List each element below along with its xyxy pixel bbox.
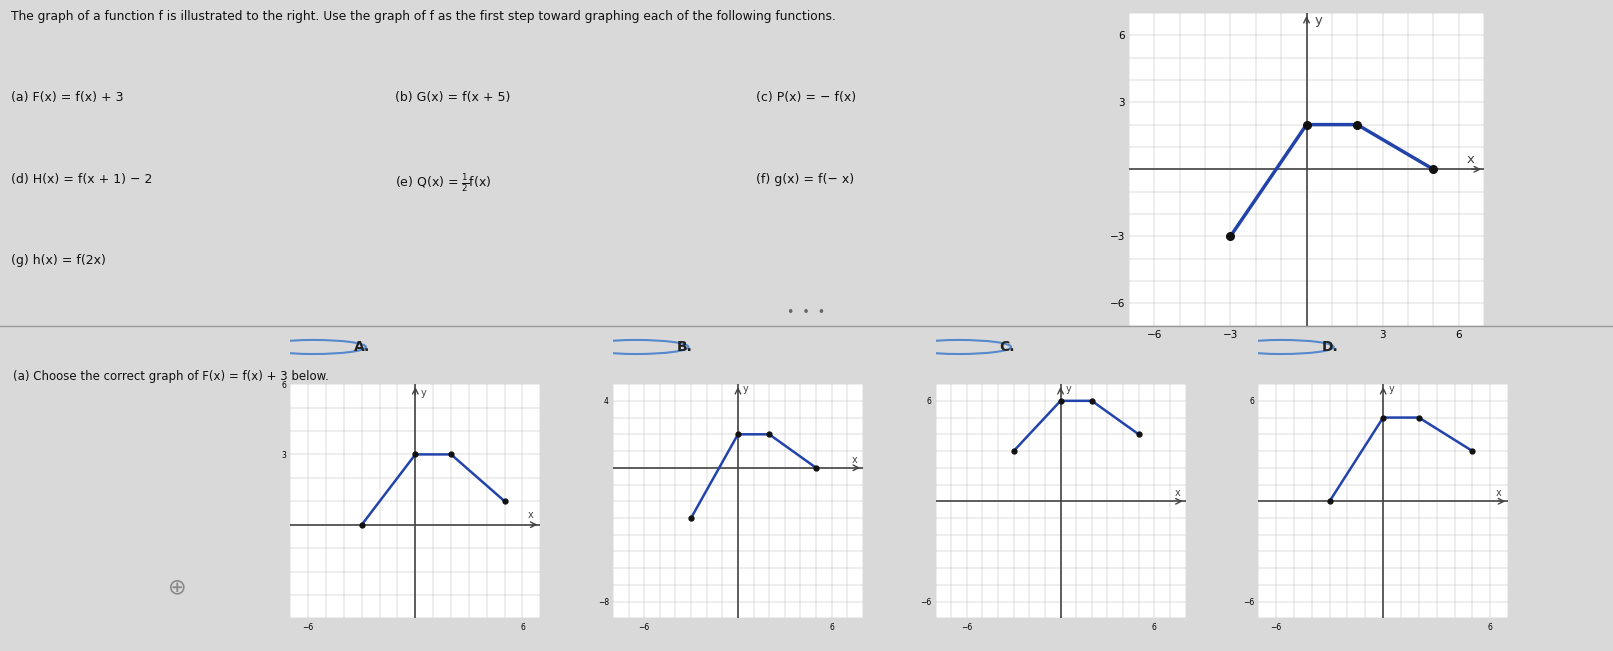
Text: x: x <box>1174 488 1181 498</box>
Text: (e) Q(x) = $\frac{1}{2}$f(x): (e) Q(x) = $\frac{1}{2}$f(x) <box>395 173 492 195</box>
Text: y: y <box>742 385 748 395</box>
Text: (f) g(x) = f(− x): (f) g(x) = f(− x) <box>756 173 855 186</box>
Text: y: y <box>1065 385 1071 395</box>
Text: x: x <box>527 510 534 519</box>
Text: (c) P(x) = − f(x): (c) P(x) = − f(x) <box>756 91 857 104</box>
Text: ⊕: ⊕ <box>168 577 187 597</box>
Text: C.: C. <box>1000 340 1015 354</box>
Text: D.: D. <box>1323 340 1339 354</box>
Text: y: y <box>1315 14 1323 27</box>
Text: y: y <box>1389 385 1394 395</box>
Text: y: y <box>421 388 426 398</box>
Text: x: x <box>1466 152 1474 165</box>
Text: (a) Choose the correct graph of F(x) = f(x) + 3 below.: (a) Choose the correct graph of F(x) = f… <box>13 370 329 383</box>
Text: (a) F(x) = f(x) + 3: (a) F(x) = f(x) + 3 <box>11 91 124 104</box>
Text: (g) h(x) = f(2x): (g) h(x) = f(2x) <box>11 254 106 267</box>
Text: x: x <box>1495 488 1502 498</box>
Text: The graph of a function f is illustrated to the right. Use the graph of f as the: The graph of a function f is illustrated… <box>11 10 836 23</box>
Text: x: x <box>852 455 858 465</box>
Text: (b) G(x) = f(x + 5): (b) G(x) = f(x + 5) <box>395 91 511 104</box>
Text: •  •  •: • • • <box>787 306 826 319</box>
Text: A.: A. <box>355 340 371 354</box>
Text: B.: B. <box>677 340 692 354</box>
Text: (d) H(x) = f(x + 1) − 2: (d) H(x) = f(x + 1) − 2 <box>11 173 153 186</box>
